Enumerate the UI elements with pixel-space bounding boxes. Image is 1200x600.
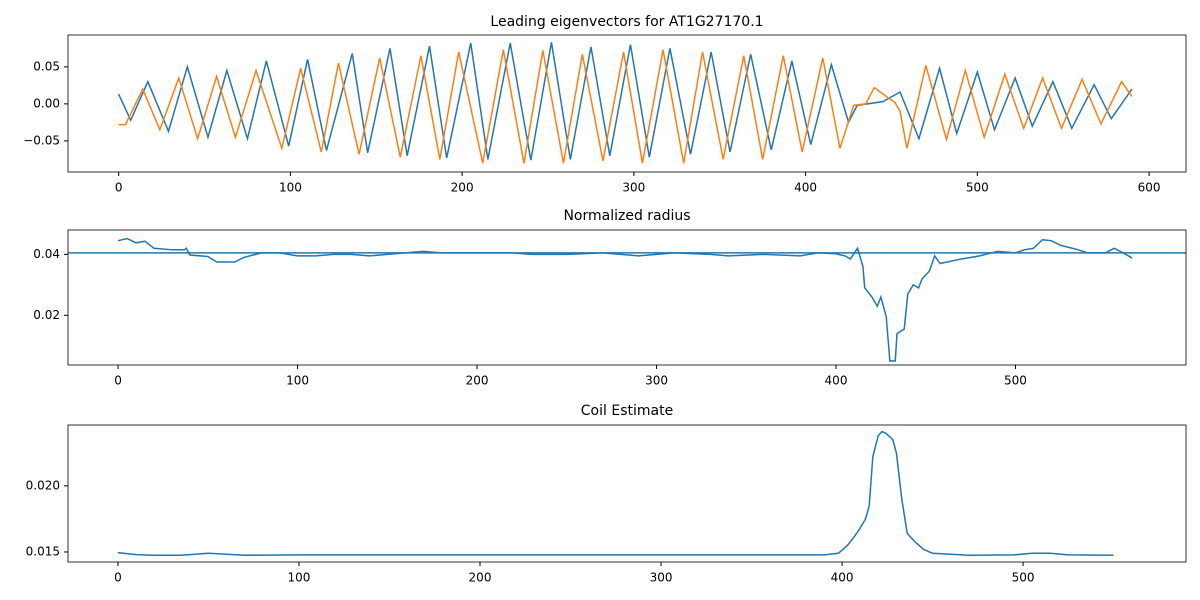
x-tick-label: 100 [286, 374, 309, 388]
y-tick-label: −0.05 [23, 133, 60, 147]
x-tick-label: 100 [288, 571, 311, 585]
x-tick-label: 500 [1012, 571, 1035, 585]
axes-frame [67, 424, 1187, 563]
y-tick-label: 0.05 [33, 59, 60, 73]
x-tick-label: 600 [1138, 181, 1161, 195]
x-tick-label: 200 [466, 374, 489, 388]
x-tick-label: 400 [794, 181, 817, 195]
series-line [117, 237, 1133, 362]
y-tick-label: 0.02 [33, 308, 60, 322]
x-tick-label: 400 [831, 571, 854, 585]
x-tick-label: 100 [279, 181, 302, 195]
x-tick-label: 0 [115, 181, 123, 195]
x-tick-label: 400 [825, 374, 848, 388]
axes-frame [67, 34, 1187, 173]
series-line [117, 430, 1114, 557]
series-line [118, 49, 1133, 164]
subplot-title: Coil Estimate [581, 403, 673, 419]
y-tick-label: 0.015 [26, 544, 60, 558]
x-tick-label: 300 [650, 571, 673, 585]
y-tick-label: 0.00 [33, 96, 60, 110]
x-tick-label: 0 [114, 571, 122, 585]
y-tick-label: 0.04 [33, 247, 60, 261]
subplot-title: Leading eigenvectors for AT1G27170.1 [490, 14, 763, 30]
x-tick-label: 300 [645, 374, 668, 388]
x-tick-label: 300 [622, 181, 645, 195]
subplot-title: Normalized radius [563, 208, 690, 224]
x-tick-label: 0 [114, 374, 122, 388]
x-tick-label: 500 [966, 181, 989, 195]
x-tick-label: 500 [1004, 374, 1027, 388]
series-line [117, 42, 1133, 161]
y-tick-label: 0.020 [26, 478, 60, 492]
x-tick-label: 200 [451, 181, 474, 195]
axes-frame [67, 229, 1187, 366]
x-tick-label: 200 [469, 571, 492, 585]
